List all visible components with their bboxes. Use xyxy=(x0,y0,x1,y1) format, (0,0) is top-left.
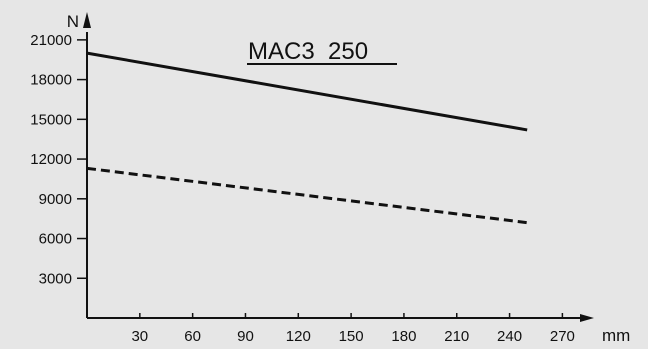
x-tick-label: 180 xyxy=(391,328,416,345)
series-group xyxy=(86,51,528,225)
x-tick-label: 240 xyxy=(497,328,522,345)
solid-series-line xyxy=(86,51,528,132)
x-tick-label: 120 xyxy=(286,328,311,345)
y-tick-label: 6000 xyxy=(39,231,72,248)
y-tick-label: 3000 xyxy=(39,270,72,287)
x-tick-label: 210 xyxy=(444,328,469,345)
y-tick-label: 9000 xyxy=(39,191,72,208)
x-tick-label: 90 xyxy=(237,328,254,345)
y-axis-unit: N xyxy=(67,12,79,31)
x-tick-label: 150 xyxy=(339,328,364,345)
x-axis-arrow xyxy=(580,314,594,322)
y-axis-arrow xyxy=(83,12,91,28)
chart-title: MAC3 250 xyxy=(248,38,368,65)
x-tick-label: 270 xyxy=(550,328,575,345)
y-ticks: 3000 6000 9000 12000 15000 18000 21000 xyxy=(30,32,87,287)
y-tick-label: 15000 xyxy=(30,111,72,128)
y-tick-label: 12000 xyxy=(30,151,72,168)
dashed-series-line xyxy=(86,166,528,225)
x-axis-unit: mm xyxy=(602,326,630,345)
x-ticks: 30 60 90 120 150 180 210 240 270 xyxy=(131,313,575,345)
y-tick-label: 21000 xyxy=(30,32,72,49)
x-tick-label: 30 xyxy=(131,328,148,345)
y-tick-label: 18000 xyxy=(30,72,72,89)
x-tick-label: 60 xyxy=(184,328,201,345)
